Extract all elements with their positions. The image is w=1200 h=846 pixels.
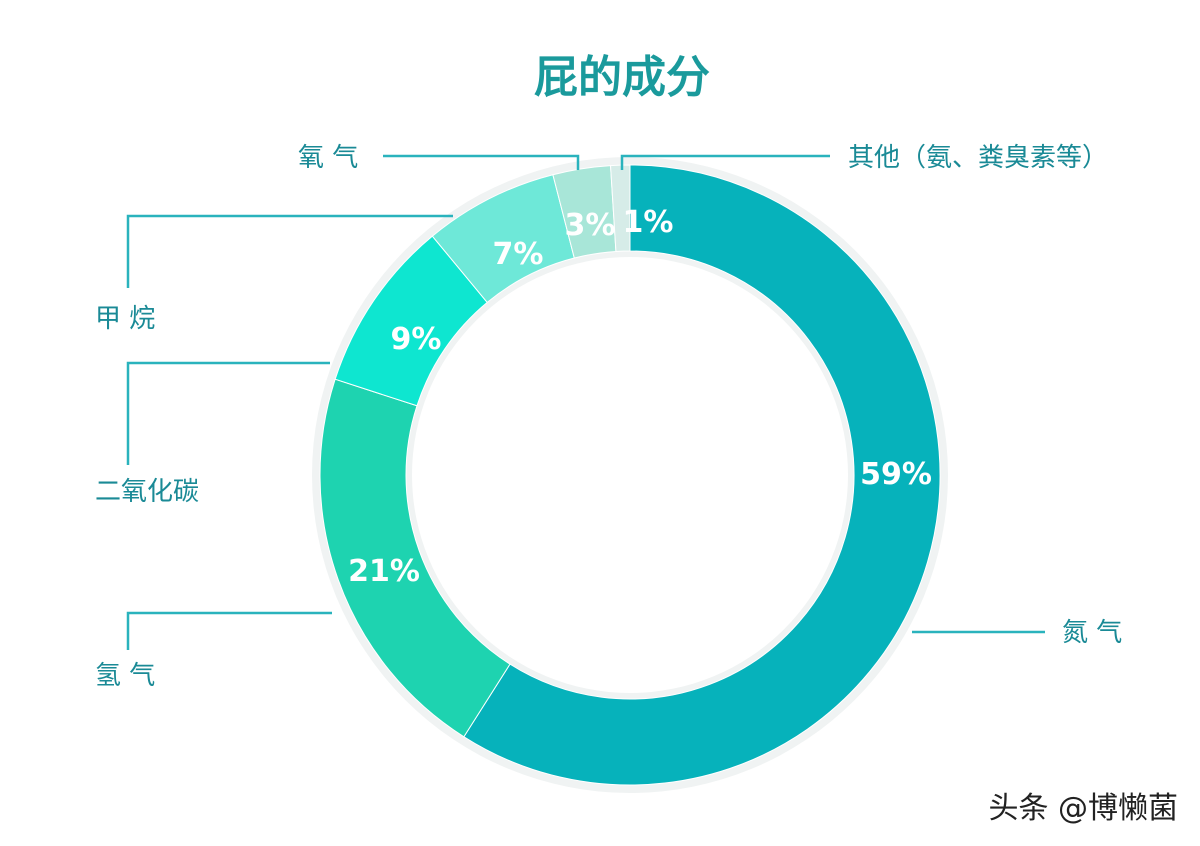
slice-label-methane: 7% xyxy=(493,237,544,272)
legend-label-oxygen: 氧 气 xyxy=(298,143,358,173)
donut-hole xyxy=(412,257,848,693)
legend-label-nitrogen: 氮 气 xyxy=(1062,618,1122,648)
slice-label-hydrogen: 21% xyxy=(348,554,420,589)
slice-label-other: 1% xyxy=(623,205,674,240)
chart-title: 屁的成分 xyxy=(534,52,710,103)
leader-line-other xyxy=(620,154,830,170)
legend-label-other: 其他（氨、粪臭素等） xyxy=(848,143,1108,173)
leader-line-methane xyxy=(126,214,453,288)
legend-leader-lines xyxy=(126,154,1045,650)
legend-label-hydrogen: 氢 气 xyxy=(95,661,155,691)
slice-nitrogen xyxy=(463,164,941,786)
watermark-text: 头条 @博懒菌 xyxy=(988,791,1178,826)
legend-label-methane: 甲 烷 xyxy=(95,304,155,334)
leader-line-hydrogen xyxy=(126,611,332,650)
slice-label-co2: 9% xyxy=(391,322,442,357)
leader-line-co2 xyxy=(126,361,330,465)
donut-slices xyxy=(319,164,941,786)
slice-label-nitrogen: 59% xyxy=(860,457,932,492)
legend-label-co2: 二氧化碳 xyxy=(95,477,199,507)
leader-line-oxygen xyxy=(383,154,580,170)
slice-label-oxygen: 3% xyxy=(565,208,616,243)
slice-other xyxy=(610,164,631,252)
